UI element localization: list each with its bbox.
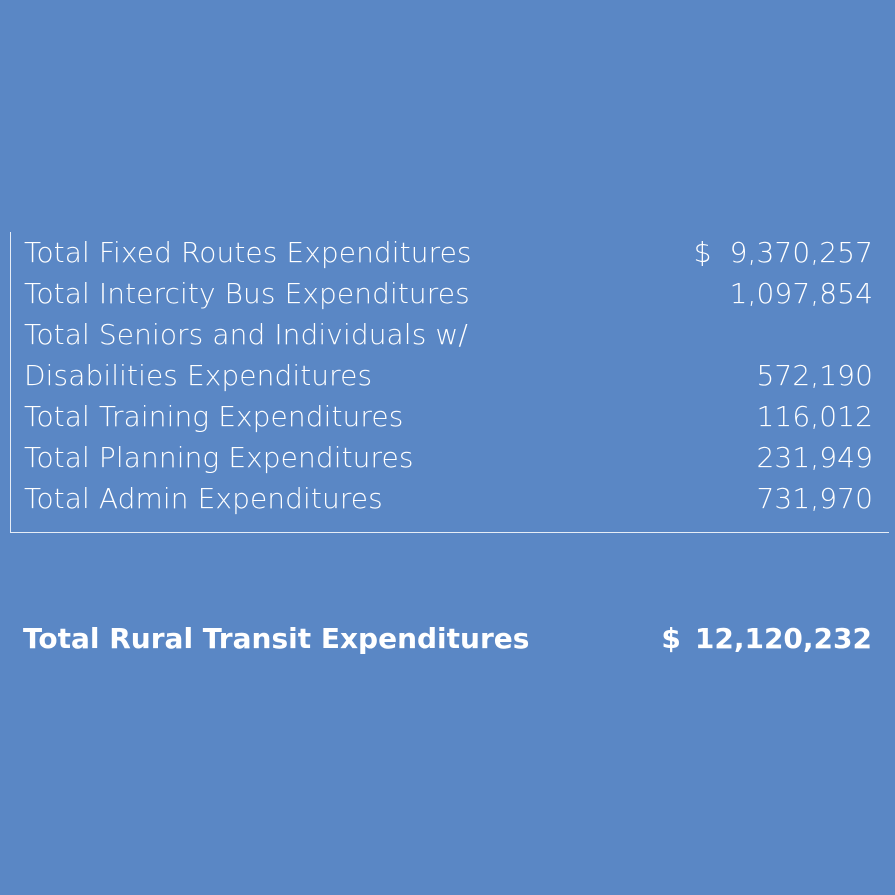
row-value: 231,949 [717,441,873,474]
expenditure-table: Total Fixed Routes Expenditures $ 9,370,… [10,232,889,533]
total-amount: 12,120,232 [694,621,872,655]
row-value: $ 9,370,257 [694,236,873,269]
table-row: Total Training Expenditures 116,012 [24,396,873,436]
total-currency-symbol: $ [661,621,681,655]
currency-symbol: $ [693,235,712,269]
row-value: 731,970 [717,482,873,515]
total-row: Total Rural Transit Expenditures $ 12,12… [23,617,872,659]
row-value: 116,012 [717,400,873,433]
row-amount: 231,949 [756,440,873,474]
table-row: Total Planning Expenditures 231,949 [24,437,873,477]
row-label: Total Seniors and Individuals w/ [24,317,468,351]
row-amount: 1,097,854 [729,276,873,310]
table-row: Total Seniors and Individuals w/ [24,314,873,354]
total-label: Total Rural Transit Expenditures [23,621,530,655]
row-value: 572,190 [717,359,873,392]
total-value: $ 12,120,232 [661,622,872,655]
row-label: Total Fixed Routes Expenditures [24,235,472,269]
table-row: Total Admin Expenditures 731,970 [24,478,873,518]
row-amount: 116,012 [756,399,873,433]
row-amount: 9,370,257 [729,235,873,269]
row-amount: 572,190 [756,358,873,392]
row-label: Total Intercity Bus Expenditures [24,276,470,310]
row-amount: 731,970 [756,481,873,515]
table-row: Total Fixed Routes Expenditures $ 9,370,… [24,232,873,272]
row-label: Total Planning Expenditures [24,440,414,474]
table-row: Total Intercity Bus Expenditures 1,097,8… [24,273,873,313]
row-label: Total Training Expenditures [24,399,404,433]
table-row: Disabilities Expenditures 572,190 [24,355,873,395]
row-value: 1,097,854 [694,277,873,310]
row-label: Total Admin Expenditures [24,481,383,515]
row-label: Disabilities Expenditures [24,358,373,392]
